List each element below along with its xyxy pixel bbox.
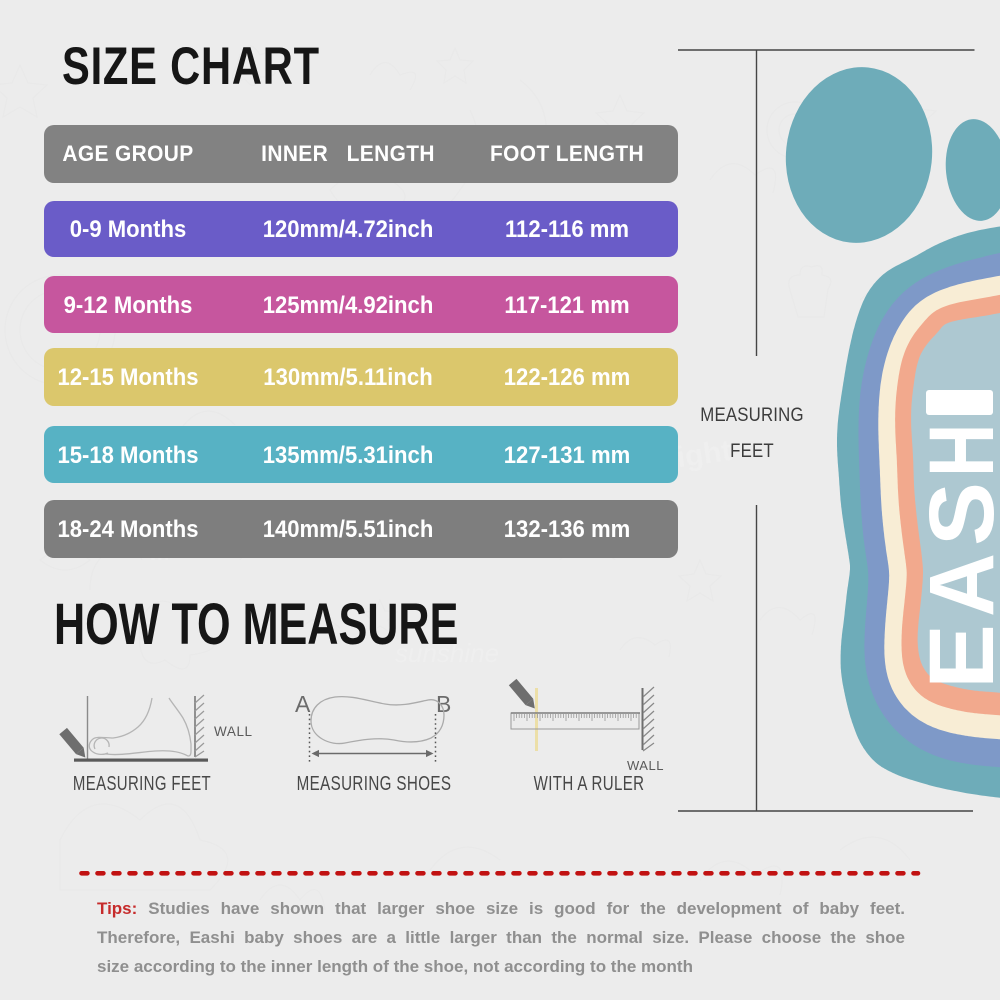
svg-text:WALL: WALL	[214, 724, 253, 739]
svg-text:B: B	[436, 691, 451, 717]
svg-text:E: E	[911, 624, 1000, 689]
svg-text:WALL: WALL	[627, 758, 664, 773]
svg-text:sunshine: sunshine	[395, 638, 499, 668]
svg-text:S: S	[911, 482, 1000, 546]
svg-text:A: A	[295, 691, 311, 717]
svg-text:H: H	[911, 424, 1000, 478]
svg-text:A: A	[911, 553, 1000, 617]
